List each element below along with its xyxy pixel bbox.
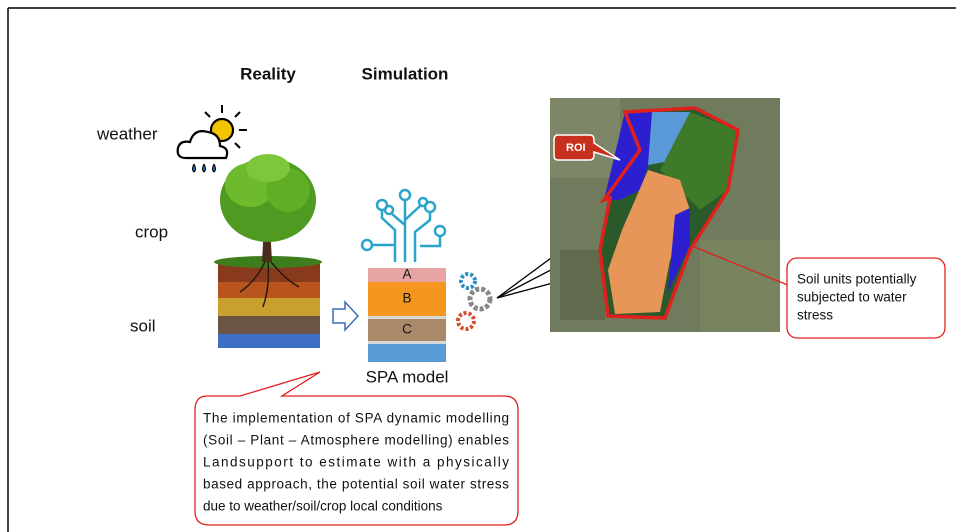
stress-callout-text: Soil units potentially <box>797 272 917 287</box>
simulation-header: Simulation <box>362 64 449 83</box>
description-line: due to weather/soil/crop local condition… <box>203 499 443 514</box>
description-line: The implementation of SPA dynamic modell… <box>203 411 509 426</box>
callout-pointer <box>691 245 801 291</box>
description-line: Landsupport to estimate with a physicall… <box>203 455 509 470</box>
weather-icon <box>176 105 247 173</box>
description-line: based approach, the potential soil water… <box>203 477 509 492</box>
gears <box>456 272 493 331</box>
stress-callout-text: stress <box>797 308 833 323</box>
roi-label: ROI <box>566 142 586 154</box>
weather-label: weather <box>96 124 158 143</box>
description-box <box>194 371 519 526</box>
layer-a <box>368 268 446 282</box>
description-line: (Soil – Plant – Atmosphere modelling) en… <box>203 433 509 448</box>
model-label: SPA model <box>366 367 449 386</box>
arrow <box>332 300 360 332</box>
layer-label: B <box>402 291 411 306</box>
stress-callout-text: subjected to water <box>797 290 907 305</box>
layer-gap <box>368 341 446 344</box>
layer-water <box>368 344 446 362</box>
layer-label: C <box>402 322 412 337</box>
crop-label: crop <box>135 222 168 241</box>
stress-callout-box <box>786 257 946 339</box>
layer-gap <box>368 316 446 319</box>
layer-b <box>368 282 446 316</box>
circuit-icon <box>360 188 447 262</box>
description: The implementation of SPA dynamic modell… <box>203 411 509 514</box>
layer-c <box>368 319 446 341</box>
map: ROI <box>550 98 780 332</box>
soil-label: soil <box>130 316 156 335</box>
reality-header: Reality <box>240 64 296 83</box>
layer-label: A <box>402 267 411 282</box>
tree-soil-illustration <box>214 154 322 348</box>
